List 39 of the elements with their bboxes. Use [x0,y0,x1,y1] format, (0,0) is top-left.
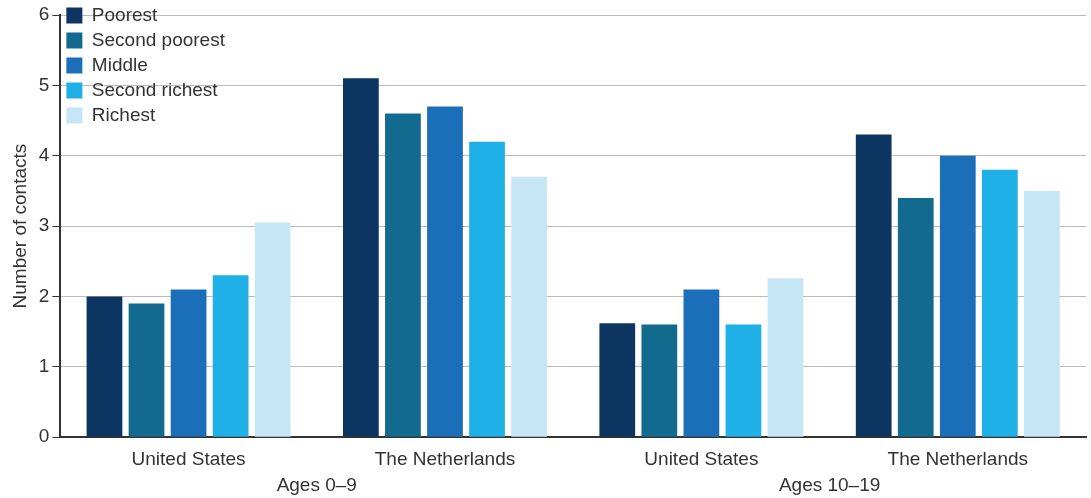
bar [511,176,547,437]
x-tick-label: The Netherlands [887,447,1029,469]
legend-label: Second richest [91,78,219,100]
y-tick-label: 2 [38,284,50,306]
bar [128,303,165,437]
bar [855,134,892,437]
y-tick-label: 3 [38,214,50,236]
bar [86,296,123,437]
legend-label: Poorest [91,3,159,25]
y-tick-label: 6 [38,3,50,25]
y-axis-title: Number of contacts [8,143,30,309]
text: Ages 0–9 [276,473,357,495]
bar [725,324,762,437]
bar [939,155,976,437]
bar [385,113,421,437]
legend-label: Middle [91,53,148,75]
y-tick-label: 0 [38,425,50,447]
y-tick-label: 1 [38,355,50,377]
bar [767,278,804,437]
bar [641,324,678,437]
legend-label: Richest [91,103,156,125]
bar [343,78,379,437]
bar [469,141,505,437]
x-tick-label: United States [644,447,759,469]
y-tick-label: 4 [38,143,50,165]
legend-label: Second poorest [91,28,226,50]
text: Ages 10–19 [778,473,881,495]
bar [1024,190,1060,437]
bar [212,275,249,437]
bar [897,197,934,437]
bar [981,169,1018,437]
bar [427,106,463,437]
bar [683,289,720,437]
x-tick-label: The Netherlands [374,447,516,469]
bar [254,222,291,437]
x-tick-label: United States [131,447,246,469]
bar [170,289,207,437]
y-tick-label: 5 [38,73,50,95]
bar [599,323,636,437]
